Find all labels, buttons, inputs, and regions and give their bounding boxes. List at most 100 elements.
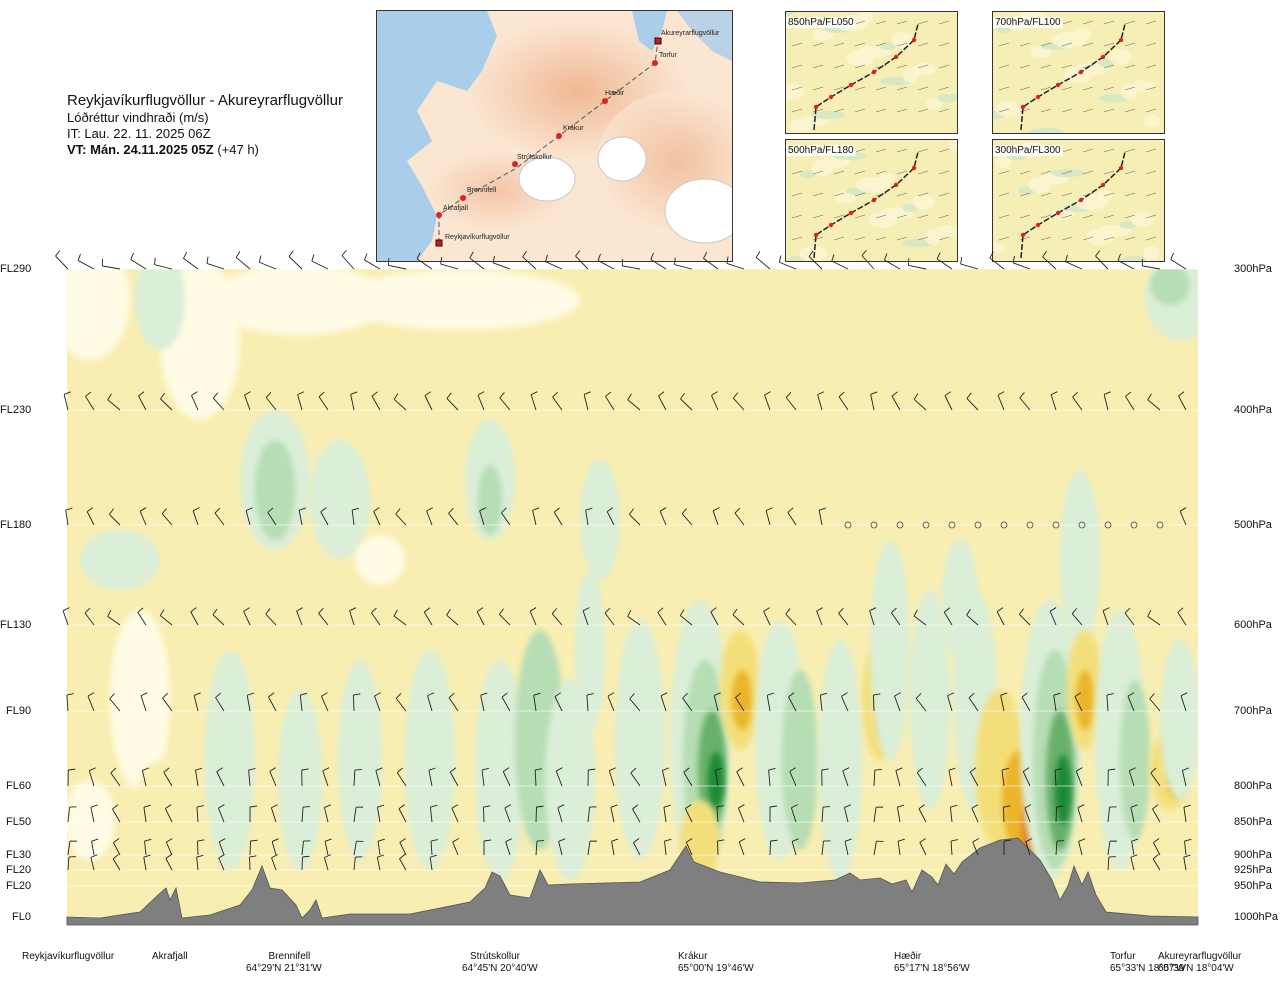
wind-barb bbox=[353, 806, 364, 823]
wind-barb bbox=[1183, 804, 1191, 823]
waypoint-marker-brennifell bbox=[460, 195, 466, 201]
wind-barb bbox=[627, 393, 641, 411]
wind-barb bbox=[736, 767, 745, 787]
wind-cell bbox=[910, 590, 950, 810]
wind-barb bbox=[476, 607, 485, 626]
wind-barb bbox=[217, 804, 225, 823]
wind-barb bbox=[711, 391, 719, 411]
wind-barb bbox=[1072, 391, 1083, 411]
wind-barb bbox=[558, 838, 566, 856]
wind-barb bbox=[785, 608, 797, 626]
wind-barb bbox=[141, 767, 150, 787]
wind-barb bbox=[841, 692, 849, 712]
wind-barb bbox=[685, 838, 693, 856]
wind-barb bbox=[351, 507, 360, 526]
wind-barb bbox=[1049, 607, 1057, 626]
wind-cell bbox=[110, 610, 170, 790]
wind-cell bbox=[355, 535, 405, 585]
wind-barb bbox=[919, 838, 927, 856]
wind-barb bbox=[555, 767, 563, 787]
wind-cell bbox=[135, 760, 185, 860]
y2-label-925: 925hPa bbox=[1234, 864, 1272, 876]
calm-wind-marker bbox=[974, 521, 982, 529]
wind-barb bbox=[735, 692, 745, 712]
mini-map-300: 300hPa/FL300 bbox=[992, 139, 1165, 262]
wind-barb bbox=[712, 507, 720, 526]
wind-barb bbox=[1019, 392, 1031, 411]
wind-barb bbox=[154, 257, 173, 270]
wind-barb bbox=[162, 692, 173, 712]
wind-barb bbox=[916, 767, 927, 787]
wind-barb bbox=[553, 507, 563, 526]
wind-barb bbox=[844, 838, 852, 856]
wind-cell bbox=[67, 780, 115, 860]
mini-map-500-label: 500hPa/FL180 bbox=[786, 145, 856, 156]
x-label-reykjavik: Reykjavíkurflugvöllur bbox=[22, 951, 115, 962]
wind-barb bbox=[429, 804, 438, 823]
map-label-haedir: Hæðir bbox=[605, 89, 625, 97]
wind-barb bbox=[426, 507, 433, 526]
wind-barb bbox=[427, 692, 435, 712]
wind-barb bbox=[449, 767, 459, 787]
wind-barb bbox=[950, 839, 958, 856]
wind-barb bbox=[269, 767, 277, 787]
y2-label-600: 600hPa bbox=[1234, 619, 1272, 631]
wind-barb bbox=[318, 607, 329, 626]
wind-barb bbox=[895, 767, 903, 787]
wind-barb bbox=[971, 804, 979, 823]
calm-wind-marker bbox=[1026, 521, 1034, 529]
wind-barb bbox=[948, 767, 956, 787]
wind-barb bbox=[323, 854, 331, 871]
wind-barb bbox=[483, 839, 491, 855]
y2-label-800: 800hPa bbox=[1234, 780, 1272, 792]
wind-barb bbox=[661, 767, 670, 787]
wind-barb bbox=[1124, 607, 1135, 626]
wind-barb bbox=[869, 607, 877, 626]
map-label-torfur: Torfur bbox=[659, 52, 678, 59]
wind-barb bbox=[1055, 840, 1064, 856]
wind-barb bbox=[299, 692, 308, 712]
mini-map-field bbox=[786, 12, 957, 133]
wind-barb bbox=[632, 804, 641, 823]
wind-barb bbox=[311, 254, 329, 270]
wind-barb bbox=[399, 854, 407, 871]
wind-barb bbox=[997, 391, 1005, 411]
wind-barb bbox=[84, 607, 95, 626]
wind-barb bbox=[249, 805, 257, 822]
wind-barb bbox=[376, 854, 385, 871]
wind-barb bbox=[1130, 854, 1138, 871]
wind-barb bbox=[197, 839, 205, 856]
wind-barb bbox=[1065, 254, 1083, 270]
wind-barb bbox=[301, 768, 309, 787]
wind-barb bbox=[608, 767, 616, 787]
wind-barb bbox=[85, 391, 95, 411]
wind-barb bbox=[268, 692, 277, 712]
wind-barb bbox=[192, 507, 200, 526]
wind-barb bbox=[218, 838, 226, 856]
wind-barb bbox=[107, 393, 121, 411]
wind-barb bbox=[587, 768, 596, 787]
waypoint-marker-haedir bbox=[602, 98, 608, 104]
wind-barb bbox=[816, 607, 823, 626]
wind-barb bbox=[989, 251, 1005, 270]
wind-barb bbox=[246, 692, 255, 712]
wind-barb bbox=[682, 692, 693, 712]
map-label-brennifell: Brennifell bbox=[467, 187, 497, 194]
wind-barb bbox=[534, 768, 543, 787]
wind-cell bbox=[135, 269, 185, 350]
wind-barb bbox=[873, 806, 884, 823]
wind-barb bbox=[1042, 250, 1057, 270]
wind-barb bbox=[659, 507, 667, 526]
calm-wind-marker bbox=[1104, 521, 1112, 529]
wind-barb bbox=[789, 767, 797, 787]
wind-barb bbox=[944, 391, 953, 411]
y2-label-400: 400hPa bbox=[1234, 404, 1272, 416]
wind-barb bbox=[1107, 840, 1117, 856]
wind-barb bbox=[1125, 391, 1135, 411]
wind-barb bbox=[67, 806, 77, 823]
wind-barb bbox=[138, 391, 147, 411]
wind-barb bbox=[195, 767, 203, 787]
wind-barb bbox=[67, 856, 76, 871]
wind-barb bbox=[352, 693, 361, 712]
x-label-haedir: Hæðir 65°17'N 18°56'W bbox=[894, 951, 970, 974]
